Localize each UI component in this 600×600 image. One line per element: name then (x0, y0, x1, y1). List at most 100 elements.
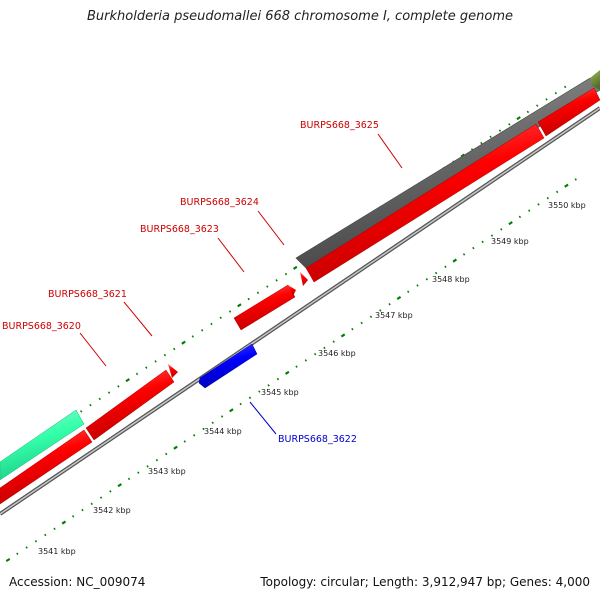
cds-burps668-3620-arrow (168, 364, 178, 378)
gene-leader-line (377, 133, 403, 169)
gene-label[interactable]: BURPS668_3621 (48, 289, 127, 300)
tick-mark (554, 91, 557, 95)
tick-mark (117, 385, 120, 388)
tick-mark (248, 396, 252, 400)
scale-label: 3542 kbp (93, 506, 131, 515)
outer-olive-feature (590, 70, 600, 90)
cds-burps668-3624-arrow (300, 272, 308, 286)
tick-mark (146, 465, 149, 468)
tick-mark (555, 190, 559, 194)
tick-mark (292, 265, 298, 270)
gene-labels: BURPS668_3620 BURPS668_3621 BURPS668_3622 B… (2, 120, 403, 445)
tick-mark (181, 340, 186, 345)
backbone-track (0, 106, 600, 516)
cds-burps668-3622 (198, 343, 258, 389)
tick-mark (416, 284, 419, 287)
gene-label[interactable]: BURPS668_3620 (2, 321, 81, 332)
tick-mark (99, 496, 103, 499)
tick-mark (173, 347, 176, 351)
gene-label[interactable]: BURPS668_3623 (140, 224, 219, 235)
tick-mark (109, 490, 112, 493)
gene-leader-line (249, 401, 277, 435)
scale-label: 3549 kbp (491, 237, 529, 246)
tick-mark (313, 352, 317, 356)
tick-mark (266, 285, 269, 288)
tick-mark (528, 209, 531, 212)
tick-mark (284, 272, 288, 276)
tick-mark (191, 335, 195, 338)
kbp-scale: 3541 kbp 3542 kbp 3543 kbp 3544 kbp 3545 kbp… (38, 201, 586, 556)
tick-mark (489, 135, 492, 139)
tick-mark (276, 377, 280, 381)
tick-mark (480, 141, 483, 145)
tick-mark (89, 403, 92, 407)
tick-mark (183, 440, 187, 443)
tick-mark (192, 433, 196, 437)
tick-mark (210, 322, 213, 326)
scale-label: 3546 kbp (318, 349, 356, 358)
tick-mark (295, 365, 298, 368)
outer-feature-track (0, 70, 600, 481)
tick-mark (117, 483, 122, 488)
cds-burps668-3625 (305, 123, 545, 283)
tick-mark (526, 110, 530, 114)
scale-label: 3550 kbp (548, 201, 586, 210)
cds-burps668-3623 (233, 284, 296, 331)
scale-label: 3547 kbp (375, 311, 413, 320)
tick-mark (5, 557, 11, 563)
tick-mark (536, 104, 539, 107)
tick-mark (332, 340, 335, 343)
tick-mark (44, 533, 47, 537)
gene-label[interactable]: BURPS668_3625 (300, 120, 379, 131)
tick-mark (284, 370, 290, 375)
tick-mark (323, 346, 326, 350)
tick-mark (574, 178, 577, 181)
genome-summary-text: Topology: circular; Length: 3,912,947 bp… (260, 575, 590, 589)
gene-leader-line (217, 237, 245, 273)
accession-text: Accession: NC_009074 (9, 575, 146, 589)
scale-label: 3543 kbp (148, 467, 186, 476)
tick-mark (425, 278, 429, 281)
tick-mark (61, 520, 67, 525)
tick-mark (165, 452, 168, 456)
map-title: Burkholderia pseudomallei 668 chromosome… (86, 9, 514, 24)
tick-mark (472, 246, 475, 250)
tick-mark (304, 359, 308, 362)
gene-leader-line (257, 210, 285, 246)
tick-mark (444, 265, 447, 269)
tick-mark (256, 291, 260, 295)
tick-mark (90, 502, 93, 506)
tick-mark (360, 321, 363, 325)
tick-mark (545, 98, 548, 101)
tick-mark (518, 215, 522, 219)
tick-mark (155, 458, 159, 462)
outer-gray-feature (295, 77, 600, 269)
tick-mark (211, 421, 214, 425)
tick-mark (396, 295, 402, 301)
tick-mark (351, 327, 354, 331)
tick-mark (237, 303, 242, 308)
tick-mark (508, 221, 513, 226)
tick-mark (563, 85, 567, 89)
tick-mark (564, 183, 569, 188)
scale-label: 3541 kbp (38, 547, 76, 556)
tick-mark (107, 391, 111, 394)
tick-mark (163, 353, 167, 357)
tick-mark (220, 415, 224, 418)
tick-mark (452, 258, 458, 263)
gene-label[interactable]: BURPS668_3624 (180, 197, 259, 208)
tick-mark (340, 333, 346, 338)
tick-mark (537, 203, 540, 206)
tick-mark (516, 116, 521, 121)
outer-tick-marks (13, 85, 567, 458)
gene-leader-line (79, 332, 107, 367)
tick-mark (202, 427, 205, 431)
tick-mark (369, 315, 373, 318)
tick-mark (200, 328, 204, 332)
scale-label: 3548 kbp (432, 275, 470, 284)
gene-leader-line (123, 301, 153, 337)
tick-mark (145, 366, 148, 369)
cds-upper-left (0, 429, 93, 505)
tick-mark (228, 310, 232, 313)
gene-label[interactable]: BURPS668_3622 (278, 434, 357, 445)
